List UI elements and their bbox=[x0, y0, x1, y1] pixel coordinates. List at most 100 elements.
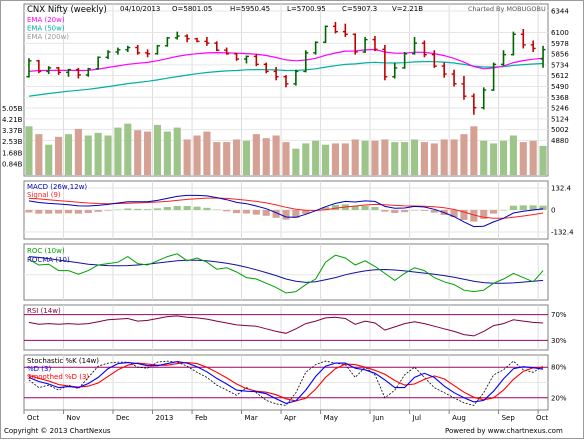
price-candle bbox=[115, 47, 121, 55]
macd-histogram-bar bbox=[84, 210, 92, 213]
volume-bar bbox=[361, 140, 369, 175]
price-tick-label: 5002 bbox=[551, 126, 569, 134]
volume-bar bbox=[203, 131, 211, 175]
volume-bar bbox=[410, 139, 419, 175]
price-candle bbox=[510, 31, 516, 56]
macd-histogram-bar bbox=[539, 205, 547, 210]
macd-label: MACD (26w,12w) bbox=[27, 183, 87, 191]
price-candle bbox=[520, 28, 526, 49]
price-candle bbox=[234, 52, 240, 61]
macd-histogram-bar bbox=[381, 210, 389, 212]
volume-bar bbox=[331, 143, 339, 175]
volume-bar bbox=[25, 126, 33, 175]
volume-bar bbox=[153, 124, 162, 175]
volume-tick-label: 0.84B bbox=[2, 160, 23, 168]
macd-histogram-bar bbox=[252, 210, 260, 215]
price-tick-label: 5612 bbox=[551, 72, 569, 80]
x-month-label: 2013 bbox=[156, 414, 174, 422]
price-candle bbox=[313, 41, 319, 55]
macd-histogram-bar bbox=[64, 210, 73, 214]
macd-histogram-bar bbox=[272, 210, 280, 218]
price-candle bbox=[273, 67, 279, 81]
price-candle bbox=[431, 50, 437, 68]
volume-bar bbox=[223, 142, 231, 175]
volume-bar bbox=[499, 140, 508, 175]
ema50-line bbox=[28, 60, 544, 97]
price-candle bbox=[481, 87, 487, 110]
volume-bar bbox=[371, 140, 379, 175]
volume-bar bbox=[440, 139, 448, 175]
header-credit: Charted By MOBUGOBU bbox=[468, 5, 546, 13]
macd-histogram-bar bbox=[74, 210, 82, 214]
macd-histogram-bar bbox=[134, 208, 142, 210]
volume-bar bbox=[144, 131, 152, 175]
header-date: 04/10/2013 bbox=[120, 5, 160, 13]
price-candle bbox=[65, 68, 71, 77]
macd-histogram-bar bbox=[223, 210, 231, 212]
macd-histogram-bar bbox=[401, 210, 409, 213]
price-candle bbox=[224, 47, 230, 55]
volume-bar bbox=[351, 139, 359, 175]
header-high: H=5950.45 bbox=[230, 5, 270, 13]
price-tick-label: 5490 bbox=[551, 83, 569, 91]
macd-histogram-bar bbox=[321, 207, 330, 210]
volume-bar bbox=[470, 126, 478, 175]
roc-label: ROC (10w) bbox=[27, 247, 65, 255]
x-month-label: Mar bbox=[245, 414, 258, 422]
macd-histogram-bar bbox=[114, 209, 122, 211]
ema-legend-item: EMA (200w) bbox=[27, 33, 69, 41]
price-candle bbox=[174, 31, 180, 40]
price-candle bbox=[164, 36, 170, 47]
macd-histogram-bar bbox=[35, 210, 43, 214]
macd-histogram-bar bbox=[351, 206, 359, 210]
macd-histogram-bar bbox=[302, 210, 310, 214]
price-candle bbox=[184, 34, 190, 43]
price-candle bbox=[471, 93, 477, 115]
volume-bar bbox=[173, 127, 181, 175]
macd-histogram-bar bbox=[450, 210, 458, 218]
macd-histogram-bar bbox=[233, 210, 241, 214]
volume-bar bbox=[114, 127, 122, 175]
macd-histogram-bar bbox=[55, 210, 63, 214]
volume-tick-label: 3.37B bbox=[2, 127, 23, 135]
x-month-label: Aug bbox=[452, 414, 466, 422]
volume-bar bbox=[262, 138, 270, 175]
volume-bar bbox=[252, 134, 260, 175]
header-low: L=5700.95 bbox=[287, 5, 326, 13]
rsi-band-label: 30% bbox=[551, 337, 567, 345]
smoothed-d-line bbox=[28, 362, 544, 402]
volume-bar bbox=[193, 135, 201, 175]
ema20-line bbox=[28, 48, 544, 72]
macd-histogram-bar bbox=[242, 210, 251, 214]
macd-tick-label: 132.4 bbox=[551, 185, 572, 193]
volume-bar bbox=[391, 142, 399, 175]
macd-histogram-bar bbox=[420, 210, 428, 211]
macd-histogram-bar bbox=[124, 208, 132, 210]
price-candle bbox=[352, 33, 358, 55]
volume-bar bbox=[242, 140, 251, 175]
signal-label: Signal (9) bbox=[27, 191, 61, 199]
x-month-label: Apr bbox=[284, 414, 296, 422]
macd-histogram-bar bbox=[460, 210, 468, 220]
volume-bar bbox=[134, 130, 142, 175]
rsi-label: RSI (14w) bbox=[27, 307, 61, 315]
volume-bar bbox=[213, 142, 221, 175]
macd-tick-label: 0 bbox=[551, 207, 555, 215]
x-month-label: Sep bbox=[502, 414, 516, 422]
volume-bar bbox=[480, 140, 488, 175]
price-candle bbox=[501, 50, 507, 67]
price-candle bbox=[214, 41, 220, 52]
macd-tick-label: -132.4 bbox=[551, 228, 574, 236]
header-close: C=5907.3 bbox=[342, 5, 377, 13]
price-candle bbox=[461, 75, 467, 100]
price-tick-label: 6344 bbox=[551, 7, 569, 15]
stoch-d-line bbox=[28, 361, 544, 404]
price-candle bbox=[204, 36, 210, 46]
x-month-label: May bbox=[324, 414, 338, 422]
macd-histogram-bar bbox=[499, 210, 508, 211]
price-candle bbox=[46, 66, 52, 75]
macd-histogram-bar bbox=[331, 205, 339, 210]
macd-histogram-bar bbox=[262, 210, 270, 216]
price-candle bbox=[451, 69, 457, 87]
